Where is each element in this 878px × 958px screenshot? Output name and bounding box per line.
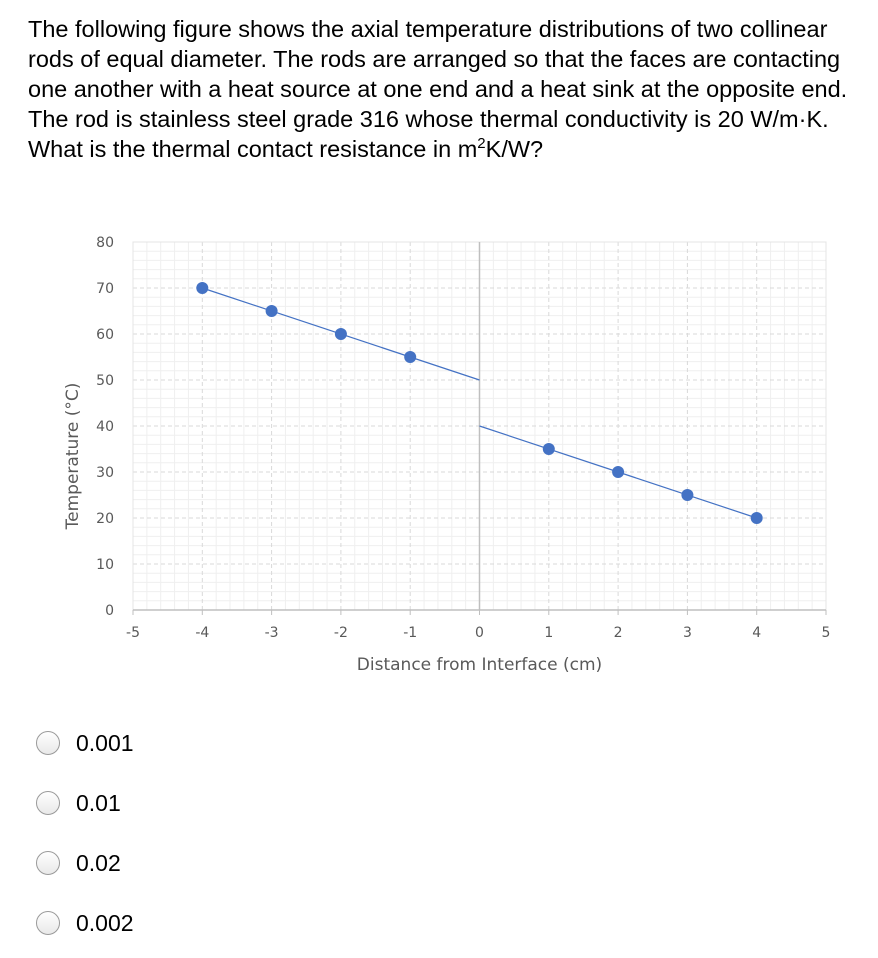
y-tick-label: 20 bbox=[96, 511, 114, 527]
option-label: 0.01 bbox=[76, 789, 121, 816]
option-3[interactable]: 0.02 bbox=[36, 848, 121, 878]
x-tick-label: 2 bbox=[614, 625, 623, 641]
option-2[interactable]: 0.01 bbox=[36, 788, 121, 818]
chart-axes bbox=[132, 241, 827, 615]
chart-labels: -5 -4 -3 -2 -1 0 1 2 3 4 501020304050607080Distanc… bbox=[63, 235, 830, 675]
question-unit-tail: K/W? bbox=[485, 136, 544, 162]
y-tick-label: 40 bbox=[96, 419, 114, 435]
temperature-chart: -5 -4 -3 -2 -1 0 1 2 3 4 501020304050607080Distanc… bbox=[63, 235, 830, 675]
data-point bbox=[750, 512, 763, 524]
data-point bbox=[334, 328, 347, 340]
x-tick-label: 1 bbox=[544, 625, 553, 641]
option-1[interactable]: 0.001 bbox=[36, 728, 134, 758]
x-tick-label: -2 bbox=[334, 625, 348, 641]
y-tick-label: 50 bbox=[96, 373, 114, 389]
y-tick-label: 10 bbox=[96, 557, 114, 573]
option-label: 0.02 bbox=[76, 849, 121, 876]
y-tick-label: 0 bbox=[105, 603, 114, 619]
option-label: 0.002 bbox=[76, 909, 134, 936]
x-tick-label: -1 bbox=[403, 625, 417, 641]
data-point bbox=[265, 305, 278, 317]
y-tick-label: 30 bbox=[96, 465, 114, 481]
x-axis-title: Distance from Interface (cm) bbox=[357, 655, 602, 675]
x-tick-label: -5 bbox=[126, 625, 140, 641]
option-label: 0.001 bbox=[76, 729, 134, 756]
question-body: The following figure shows the axial tem… bbox=[28, 16, 848, 162]
x-tick-label: 3 bbox=[683, 625, 692, 641]
data-point bbox=[681, 489, 694, 501]
radio-button[interactable] bbox=[36, 851, 60, 875]
chart-grid bbox=[132, 241, 827, 611]
radio-button[interactable] bbox=[36, 911, 60, 935]
y-tick-label: 60 bbox=[96, 327, 114, 343]
chart-points bbox=[196, 282, 763, 524]
radio-button[interactable] bbox=[36, 731, 60, 755]
question-text: The following figure shows the axial tem… bbox=[28, 14, 858, 164]
x-tick-label: 0 bbox=[475, 625, 484, 641]
data-point bbox=[612, 466, 625, 478]
y-tick-label: 80 bbox=[96, 235, 114, 251]
x-tick-label: -4 bbox=[195, 625, 209, 641]
x-tick-label: 4 bbox=[752, 625, 761, 641]
y-axis-title: Temperature (°C) bbox=[63, 383, 83, 531]
x-tick-label: 5 bbox=[822, 625, 831, 641]
option-4[interactable]: 0.002 bbox=[36, 908, 134, 938]
unit-superscript: 2 bbox=[477, 135, 486, 152]
data-point bbox=[404, 351, 417, 363]
x-tick-label: -3 bbox=[265, 625, 279, 641]
y-tick-label: 70 bbox=[96, 281, 114, 297]
data-point bbox=[196, 282, 209, 294]
data-point bbox=[542, 443, 555, 455]
radio-button[interactable] bbox=[36, 791, 60, 815]
